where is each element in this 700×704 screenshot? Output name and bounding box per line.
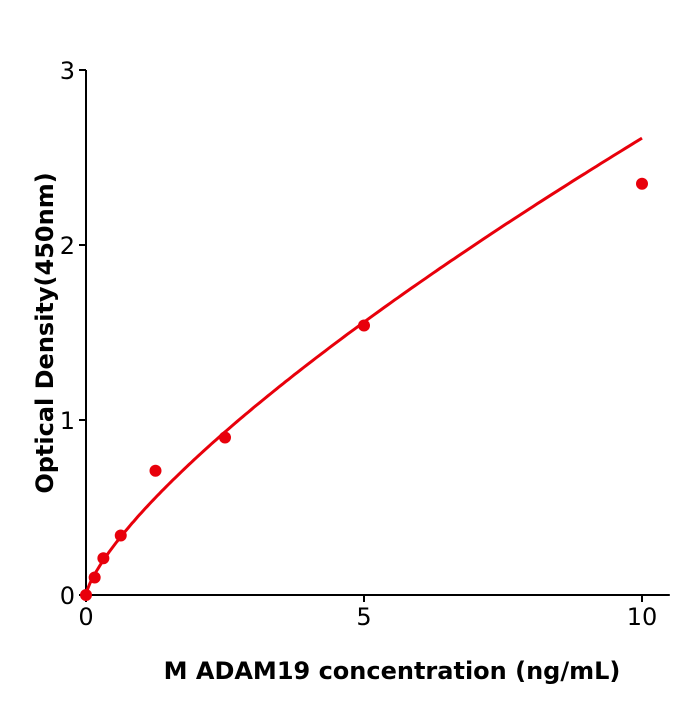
y-tick-label: 0	[60, 582, 75, 610]
data-point	[97, 552, 110, 565]
axes: 0 5 10 0 1 2 3	[60, 57, 670, 631]
x-tick-label: 5	[356, 603, 371, 631]
x-axis-label: M ADAM19 concentration (ng/mL)	[164, 657, 621, 685]
x-tick-label: 10	[627, 603, 658, 631]
data-point	[80, 589, 92, 601]
data-point	[149, 464, 162, 477]
fit-curve	[84, 136, 643, 596]
y-tick-label: 2	[60, 232, 75, 260]
y-tick-label: 3	[60, 57, 75, 85]
data-point	[358, 319, 370, 332]
y-axis-label: Optical Density(450nm)	[31, 172, 59, 493]
data-points	[80, 177, 648, 601]
x-tick-label: 0	[78, 603, 93, 631]
data-point	[88, 571, 101, 584]
data-point	[219, 431, 231, 444]
y-tick-label: 1	[60, 407, 75, 435]
data-point	[114, 529, 127, 542]
data-point	[636, 177, 648, 190]
